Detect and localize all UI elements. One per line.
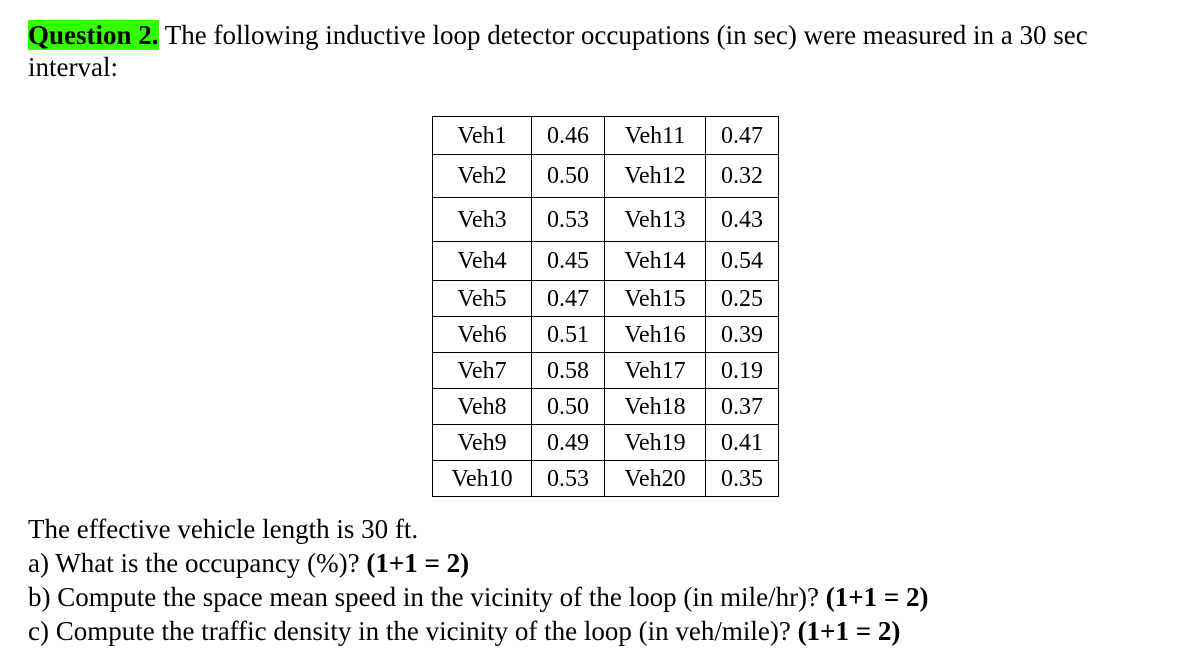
vehicle-id-cell: Veh8: [432, 388, 532, 425]
occupation-value-cell: 0.19: [705, 352, 779, 389]
occupation-table-body: Veh1 0.46 Veh11 0.47 Veh2 0.50 Veh12 0.32 Veh3 0.…: [432, 116, 779, 497]
occupation-value-cell: 0.41: [705, 424, 779, 461]
table-row: Veh6 0.51 Veh16 0.39: [432, 316, 779, 353]
occupation-value-cell: 0.25: [705, 280, 779, 317]
table-row: Veh10 0.53 Veh20 0.35: [432, 460, 779, 497]
part-b-points: (1+1 = 2): [825, 582, 929, 612]
vehicle-id-cell: Veh9: [432, 424, 532, 461]
part-a-points: (1+1 = 2): [366, 548, 470, 578]
occupation-value-cell: 0.47: [705, 116, 779, 155]
part-a-text: a) What is the occupancy (%)?: [28, 548, 367, 578]
vehicle-id-cell: Veh3: [432, 197, 532, 242]
part-c-text: c) Compute the traffic density in the vi…: [28, 616, 798, 646]
question-heading: Question 2. The following inductive loop…: [28, 20, 1168, 50]
occupation-table: Veh1 0.46 Veh11 0.47 Veh2 0.50 Veh12 0.32 Veh3 0.…: [432, 116, 779, 497]
vehicle-id-cell: Veh1: [432, 116, 532, 155]
occupation-value-cell: 0.58: [531, 352, 605, 389]
table-row: Veh7 0.58 Veh17 0.19: [432, 352, 779, 389]
question-text-continued: interval:: [28, 52, 118, 82]
occupation-value-cell: 0.51: [531, 316, 605, 353]
vehicle-id-cell: Veh18: [604, 388, 706, 425]
vehicle-id-cell: Veh2: [432, 154, 532, 198]
vehicle-id-cell: Veh13: [604, 197, 706, 242]
part-b-text: b) Compute the space mean speed in the v…: [28, 582, 826, 612]
question-number: Question 2: [28, 20, 152, 50]
occupation-value-cell: 0.46: [531, 116, 605, 155]
vehicle-id-cell: Veh15: [604, 280, 706, 317]
vehicle-id-cell: Veh6: [432, 316, 532, 353]
table-row: Veh8 0.50 Veh18 0.37: [432, 388, 779, 425]
occupation-value-cell: 0.43: [705, 197, 779, 242]
vehicle-id-cell: Veh11: [604, 116, 706, 155]
table-row: Veh9 0.49 Veh19 0.41: [432, 424, 779, 461]
vehicle-length-note: The effective vehicle length is 30 ft.: [28, 514, 419, 544]
occupation-value-cell: 0.32: [705, 154, 779, 198]
table-row: Veh1 0.46 Veh11 0.47: [432, 116, 779, 155]
occupation-value-cell: 0.37: [705, 388, 779, 425]
vehicle-id-cell: Veh10: [432, 460, 532, 497]
vehicle-id-cell: Veh17: [604, 352, 706, 389]
occupation-value-cell: 0.39: [705, 316, 779, 353]
occupation-value-cell: 0.50: [531, 388, 605, 425]
occupation-value-cell: 0.53: [531, 460, 605, 497]
occupation-value-cell: 0.49: [531, 424, 605, 461]
occupation-value-cell: 0.47: [531, 280, 605, 317]
occupation-value-cell: 0.54: [705, 241, 779, 281]
vehicle-id-cell: Veh16: [604, 316, 706, 353]
vehicle-id-cell: Veh4: [432, 241, 532, 281]
question-parts: The effective vehicle length is 30 ft. a…: [28, 512, 929, 648]
table-row: Veh3 0.53 Veh13 0.43: [432, 197, 779, 242]
question-period: .: [151, 20, 159, 50]
occupation-value-cell: 0.50: [531, 154, 605, 198]
vehicle-id-cell: Veh7: [432, 352, 532, 389]
vehicle-id-cell: Veh19: [604, 424, 706, 461]
occupation-value-cell: 0.35: [705, 460, 779, 497]
table-row: Veh2 0.50 Veh12 0.32: [432, 154, 779, 198]
question-text: The following inductive loop detector oc…: [158, 20, 1088, 50]
part-a: a) What is the occupancy (%)? (1+1 = 2): [28, 546, 929, 580]
vehicle-id-cell: Veh5: [432, 280, 532, 317]
vehicle-id-cell: Veh14: [604, 241, 706, 281]
part-c-points: (1+1 = 2): [797, 616, 901, 646]
part-c: c) Compute the traffic density in the vi…: [28, 614, 929, 648]
occupation-value-cell: 0.53: [531, 197, 605, 242]
vehicle-id-cell: Veh12: [604, 154, 706, 198]
occupation-value-cell: 0.45: [531, 241, 605, 281]
part-b: b) Compute the space mean speed in the v…: [28, 580, 929, 614]
table-row: Veh4 0.45 Veh14 0.54: [432, 241, 779, 281]
vehicle-id-cell: Veh20: [604, 460, 706, 497]
table-row: Veh5 0.47 Veh15 0.25: [432, 280, 779, 317]
question-label: Question 2.: [28, 20, 159, 50]
